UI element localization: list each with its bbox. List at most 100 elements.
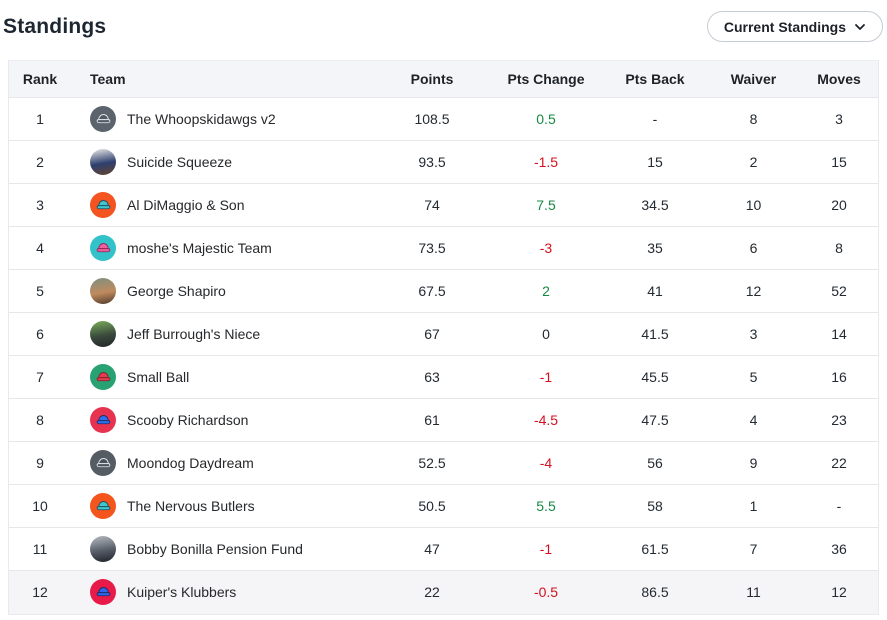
baseball-cap-icon (96, 199, 110, 209)
team-name-link[interactable]: Suicide Squeeze (127, 154, 233, 170)
pts-back-cell: 41 (603, 269, 707, 313)
pts-change-cell: 5.5 (489, 484, 603, 528)
pts-change-cell: -4.5 (489, 398, 603, 442)
baseball-cap-icon (96, 500, 110, 510)
points-cell: 50.5 (375, 484, 489, 528)
column-header-moves: Moves (800, 60, 878, 98)
team-avatar (90, 149, 116, 175)
team-avatar (90, 450, 116, 476)
team-name-link[interactable]: The Whoopskidawgs v2 (127, 111, 276, 127)
table-row: 1 The Whoopskidawgs v2 108.5 0.5 - 8 3 (9, 97, 878, 141)
team-cell: Suicide Squeeze (71, 140, 375, 184)
baseball-cap-icon (96, 242, 110, 252)
team-name-link[interactable]: Scooby Richardson (127, 412, 249, 428)
waiver-cell: 7 (707, 527, 800, 571)
moves-cell: 16 (800, 355, 878, 399)
pts-change-cell: 0.5 (489, 97, 603, 141)
table-row: 2 Suicide Squeeze 93.5 -1.5 15 2 15 (9, 140, 878, 184)
moves-cell: 22 (800, 441, 878, 485)
waiver-cell: 3 (707, 312, 800, 356)
team-avatar (90, 321, 116, 347)
moves-cell: 52 (800, 269, 878, 313)
pts-change-cell: -0.5 (489, 570, 603, 614)
standings-header: Standings Current Standings (0, 0, 887, 53)
pts-change-cell: -1 (489, 527, 603, 571)
team-avatar (90, 536, 116, 562)
column-header-team: Team (71, 60, 375, 98)
team-cell: Jeff Burrough's Niece (71, 312, 375, 356)
baseball-cap-icon (96, 586, 110, 596)
chevron-down-icon (854, 20, 866, 33)
standings-filter-dropdown[interactable]: Current Standings (706, 11, 883, 42)
table-row: 10 The Nervous Butlers 50.5 5.5 58 1 - (9, 484, 878, 528)
team-name-link[interactable]: moshe's Majestic Team (127, 240, 272, 256)
table-row: 4 moshe's Majestic Team 73.5 -3 35 6 8 (9, 226, 878, 270)
team-cell: Kuiper's Klubbers (71, 570, 375, 614)
rank-cell: 2 (9, 140, 71, 184)
team-name-link[interactable]: Kuiper's Klubbers (127, 584, 237, 601)
page-title: Standings (3, 14, 107, 38)
pts-back-cell: 45.5 (603, 355, 707, 399)
waiver-cell: 10 (707, 183, 800, 227)
column-header-rank: Rank (9, 60, 71, 98)
rank-cell: 9 (9, 441, 71, 485)
team-name-link[interactable]: The Nervous Butlers (127, 498, 255, 514)
baseball-cap-icon (96, 414, 110, 424)
team-cell: Bobby Bonilla Pension Fund (71, 527, 375, 571)
team-cell: Small Ball (71, 355, 375, 399)
rank-cell: 10 (9, 484, 71, 528)
pts-change-cell: 2 (489, 269, 603, 313)
team-cell: The Whoopskidawgs v2 (71, 97, 375, 141)
pts-back-cell: 47.5 (603, 398, 707, 442)
moves-cell: 20 (800, 183, 878, 227)
pts-back-cell: 35 (603, 226, 707, 270)
table-row: 12 Kuiper's Klubbers 22 -0.5 86.5 11 12 (9, 570, 878, 614)
waiver-cell: 5 (707, 355, 800, 399)
standings-table-header: Rank Team Points Pts Change Pts Back Wai… (9, 60, 878, 98)
team-avatar (90, 579, 116, 606)
table-row: 6 Jeff Burrough's Niece 67 0 41.5 3 14 (9, 312, 878, 356)
team-name-link[interactable]: Bobby Bonilla Pension Fund (127, 541, 303, 557)
moves-cell: 23 (800, 398, 878, 442)
moves-cell: 3 (800, 97, 878, 141)
pts-back-cell: 41.5 (603, 312, 707, 356)
points-cell: 74 (375, 183, 489, 227)
team-cell: The Nervous Butlers (71, 484, 375, 528)
table-row: 3 Al DiMaggio & Son 74 7.5 34.5 10 20 (9, 183, 878, 227)
waiver-cell: 4 (707, 398, 800, 442)
rank-cell: 12 (9, 570, 71, 614)
team-name-link[interactable]: Small Ball (127, 369, 190, 385)
team-cell: moshe's Majestic Team (71, 226, 375, 270)
team-avatar (90, 192, 116, 218)
pts-change-cell: -1.5 (489, 140, 603, 184)
points-cell: 47 (375, 527, 489, 571)
team-avatar (90, 407, 116, 433)
waiver-cell: 2 (707, 140, 800, 184)
team-avatar (90, 235, 116, 261)
team-cell: Scooby Richardson (71, 398, 375, 442)
table-row: 8 Scooby Richardson 61 -4.5 47.5 4 23 (9, 398, 878, 442)
team-name-link[interactable]: Moondog Daydream (127, 455, 254, 471)
points-cell: 73.5 (375, 226, 489, 270)
team-cell: Al DiMaggio & Son (71, 183, 375, 227)
points-cell: 108.5 (375, 97, 489, 141)
team-name-link[interactable]: Jeff Burrough's Niece (127, 326, 261, 342)
pts-back-cell: 58 (603, 484, 707, 528)
pts-back-cell: 15 (603, 140, 707, 184)
points-cell: 93.5 (375, 140, 489, 184)
pts-change-cell: -4 (489, 441, 603, 485)
pts-change-cell: -1 (489, 355, 603, 399)
column-header-waiver: Waiver (707, 60, 800, 98)
rank-cell: 3 (9, 183, 71, 227)
moves-cell: 12 (800, 570, 878, 614)
pts-back-cell: 86.5 (603, 570, 707, 614)
waiver-cell: 11 (707, 570, 800, 614)
waiver-cell: 12 (707, 269, 800, 313)
pts-back-cell: 34.5 (603, 183, 707, 227)
team-name-link[interactable]: George Shapiro (127, 283, 226, 299)
points-cell: 22 (375, 570, 489, 614)
pts-change-cell: 7.5 (489, 183, 603, 227)
team-name-link[interactable]: Al DiMaggio & Son (127, 197, 245, 213)
table-row: 5 George Shapiro 67.5 2 41 12 52 (9, 269, 878, 313)
rank-cell: 8 (9, 398, 71, 442)
